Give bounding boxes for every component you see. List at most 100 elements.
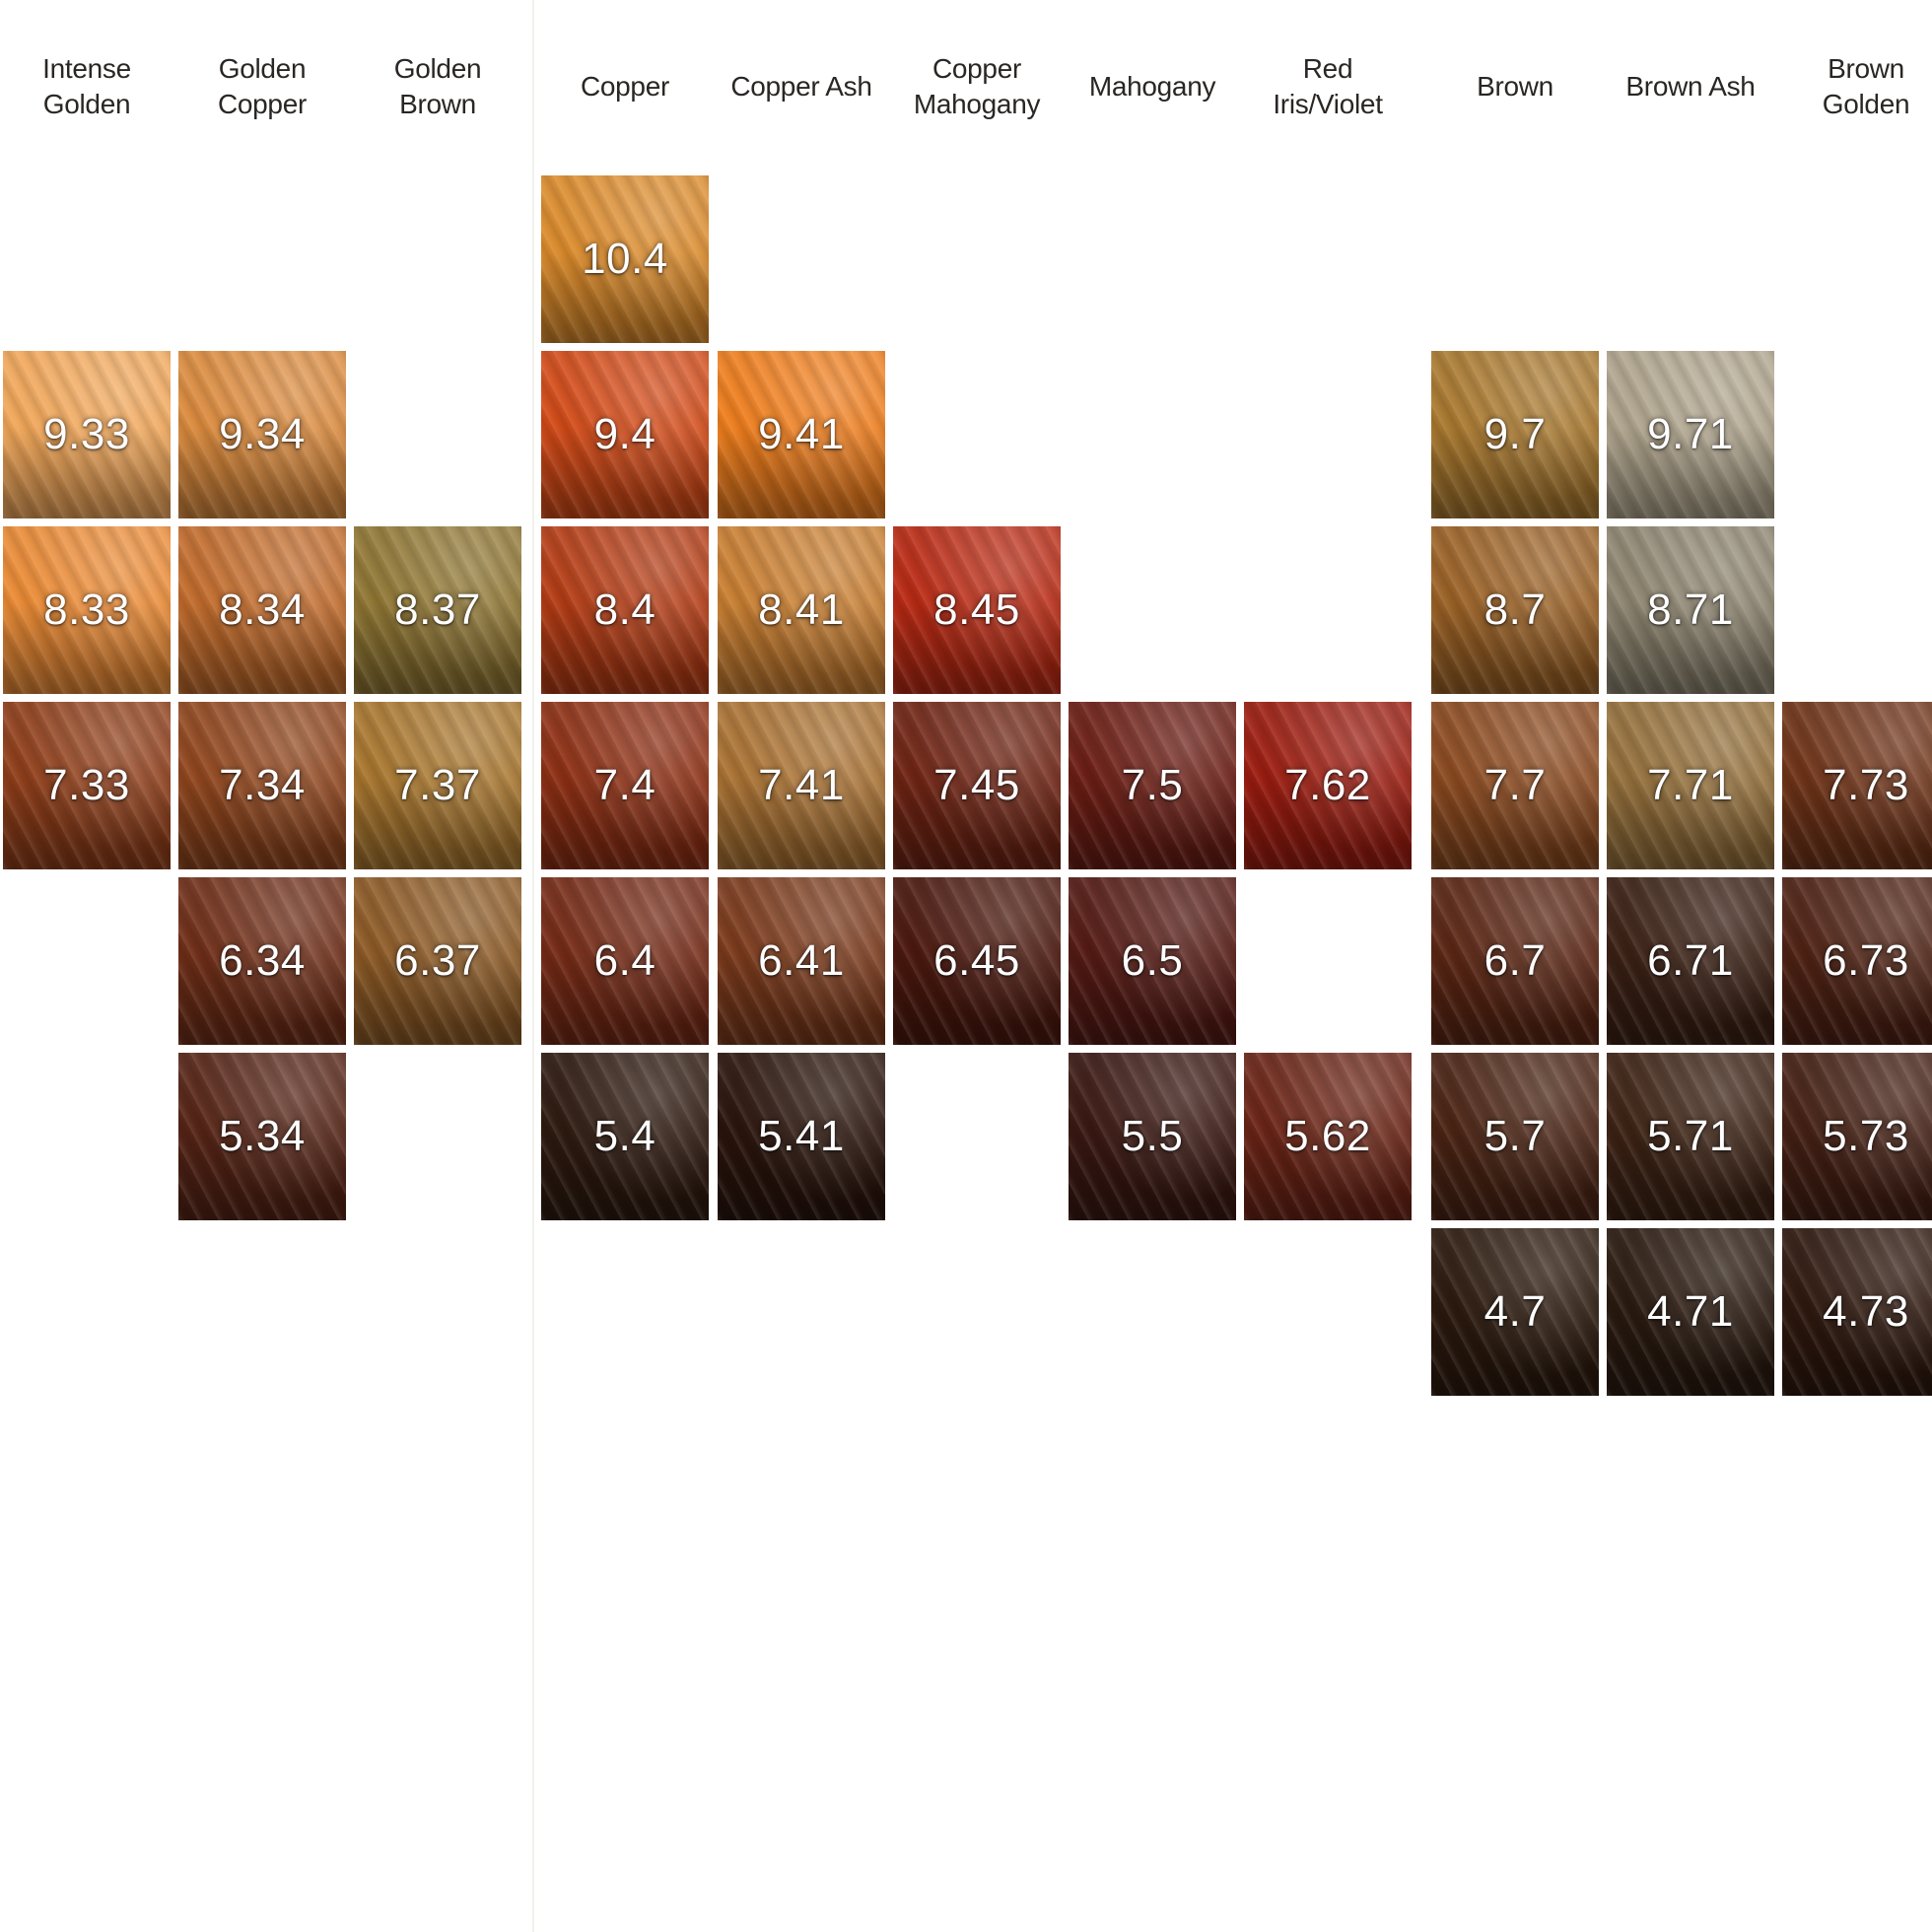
color-swatch[interactable]: 4.73 xyxy=(1782,1228,1932,1396)
hair-texture xyxy=(1431,1053,1599,1220)
hair-texture xyxy=(718,1053,885,1220)
hair-texture xyxy=(1607,526,1774,694)
hair-texture xyxy=(1782,1053,1932,1220)
shade-code: 8.41 xyxy=(758,586,845,634)
color-swatch[interactable]: 8.34 xyxy=(178,526,346,694)
hair-texture xyxy=(354,877,521,1045)
color-swatch[interactable]: 8.45 xyxy=(893,526,1061,694)
hair-texture xyxy=(893,702,1061,869)
color-swatch[interactable]: 6.34 xyxy=(178,877,346,1045)
color-swatch[interactable]: 4.7 xyxy=(1431,1228,1599,1396)
hair-texture xyxy=(178,1053,346,1220)
color-swatch[interactable]: 6.4 xyxy=(541,877,709,1045)
column-header-line: Brown xyxy=(1828,53,1904,84)
shade-code: 7.34 xyxy=(219,761,306,809)
shade-code: 7.33 xyxy=(43,761,130,809)
color-swatch[interactable]: 7.73 xyxy=(1782,702,1932,869)
column-header-line: Brown xyxy=(399,89,476,119)
color-swatch[interactable]: 9.4 xyxy=(541,351,709,518)
column-header-text: Copper xyxy=(581,69,669,104)
color-swatch[interactable]: 7.45 xyxy=(893,702,1061,869)
color-swatch[interactable]: 7.71 xyxy=(1607,702,1774,869)
color-swatch[interactable]: 6.73 xyxy=(1782,877,1932,1045)
color-swatch[interactable]: 7.33 xyxy=(3,702,171,869)
hair-texture xyxy=(718,877,885,1045)
color-swatch[interactable]: 7.37 xyxy=(354,702,521,869)
column-header-line: Red xyxy=(1302,53,1353,84)
shade-code: 6.4 xyxy=(593,936,656,985)
color-swatch[interactable]: 6.37 xyxy=(354,877,521,1045)
hair-texture xyxy=(1782,702,1932,869)
column-header-red-iris-violet: Red Iris/Violet xyxy=(1234,41,1421,132)
shade-code: 6.45 xyxy=(933,936,1020,985)
color-swatch[interactable]: 5.71 xyxy=(1607,1053,1774,1220)
color-swatch[interactable]: 9.33 xyxy=(3,351,171,518)
column-header-golden-brown: Golden Brown xyxy=(344,41,531,132)
color-swatch[interactable]: 7.34 xyxy=(178,702,346,869)
hair-texture xyxy=(1607,1053,1774,1220)
hair-texture xyxy=(1069,702,1236,869)
hair-texture xyxy=(354,702,521,869)
shade-code: 6.34 xyxy=(219,936,306,985)
shade-code: 8.33 xyxy=(43,586,130,634)
color-swatch[interactable]: 5.41 xyxy=(718,1053,885,1220)
hair-texture xyxy=(718,351,885,518)
hair-texture xyxy=(541,1053,709,1220)
column-header-line: Golden xyxy=(42,89,131,119)
color-swatch[interactable]: 9.71 xyxy=(1607,351,1774,518)
color-swatch[interactable]: 9.34 xyxy=(178,351,346,518)
column-header-text: Copper Ash xyxy=(730,69,872,104)
shade-code: 8.45 xyxy=(933,586,1020,634)
color-swatch[interactable]: 5.73 xyxy=(1782,1053,1932,1220)
hair-texture xyxy=(178,702,346,869)
hair-texture xyxy=(3,702,171,869)
color-swatch[interactable]: 6.7 xyxy=(1431,877,1599,1045)
color-swatch[interactable]: 6.45 xyxy=(893,877,1061,1045)
color-swatch[interactable]: 6.71 xyxy=(1607,877,1774,1045)
color-swatch[interactable]: 8.71 xyxy=(1607,526,1774,694)
color-swatch[interactable]: 8.41 xyxy=(718,526,885,694)
color-swatch[interactable]: 5.5 xyxy=(1069,1053,1236,1220)
color-swatch[interactable]: 6.5 xyxy=(1069,877,1236,1045)
column-header-text: Copper Mahogany xyxy=(914,51,1041,122)
color-swatch[interactable]: 7.62 xyxy=(1244,702,1412,869)
shade-code: 5.41 xyxy=(758,1112,845,1160)
color-swatch[interactable]: 7.41 xyxy=(718,702,885,869)
column-header-text: Intense Golden xyxy=(42,51,131,122)
shade-code: 9.71 xyxy=(1647,410,1734,458)
color-swatch[interactable]: 5.4 xyxy=(541,1053,709,1220)
color-swatch[interactable]: 5.7 xyxy=(1431,1053,1599,1220)
color-swatch[interactable]: 10.4 xyxy=(541,175,709,343)
hair-texture xyxy=(541,702,709,869)
shade-code: 10.4 xyxy=(582,235,668,283)
color-swatch[interactable]: 7.7 xyxy=(1431,702,1599,869)
column-header-line: Iris/Violet xyxy=(1273,89,1383,119)
shade-code: 7.73 xyxy=(1823,761,1909,809)
hair-texture xyxy=(893,526,1061,694)
color-swatch[interactable]: 9.7 xyxy=(1431,351,1599,518)
hair-texture xyxy=(1607,702,1774,869)
color-swatch[interactable]: 6.41 xyxy=(718,877,885,1045)
shade-code: 7.7 xyxy=(1484,761,1547,809)
hair-texture xyxy=(1431,877,1599,1045)
color-swatch[interactable]: 8.33 xyxy=(3,526,171,694)
hair-texture xyxy=(1607,877,1774,1045)
shade-code: 9.41 xyxy=(758,410,845,458)
shade-code: 5.5 xyxy=(1121,1112,1184,1160)
shade-code: 4.73 xyxy=(1823,1287,1909,1336)
hair-texture xyxy=(1431,702,1599,869)
shade-code: 7.71 xyxy=(1647,761,1734,809)
color-swatch[interactable]: 8.4 xyxy=(541,526,709,694)
color-swatch[interactable]: 5.62 xyxy=(1244,1053,1412,1220)
color-swatch[interactable]: 9.41 xyxy=(718,351,885,518)
column-header-text: Mahogany xyxy=(1088,69,1216,104)
color-swatch[interactable]: 7.5 xyxy=(1069,702,1236,869)
hair-texture xyxy=(178,877,346,1045)
color-swatch[interactable]: 8.37 xyxy=(354,526,521,694)
column-header-line: Golden xyxy=(1822,89,1910,119)
color-swatch[interactable]: 5.34 xyxy=(178,1053,346,1220)
color-swatch[interactable]: 4.71 xyxy=(1607,1228,1774,1396)
column-header-line: Mahogany xyxy=(1088,71,1216,102)
color-swatch[interactable]: 8.7 xyxy=(1431,526,1599,694)
color-swatch[interactable]: 7.4 xyxy=(541,702,709,869)
